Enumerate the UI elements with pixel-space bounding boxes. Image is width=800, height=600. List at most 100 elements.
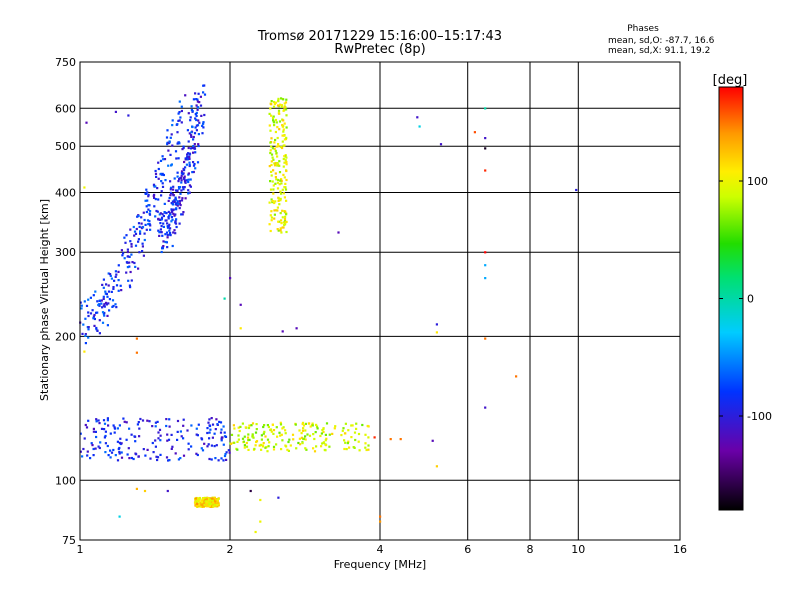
data-point (244, 426, 247, 429)
data-point (156, 456, 160, 459)
data-point (223, 297, 226, 300)
data-point (112, 448, 115, 452)
data-point (189, 178, 192, 181)
data-point (128, 427, 131, 430)
data-point (416, 116, 419, 119)
data-point (324, 449, 327, 452)
data-point (196, 502, 199, 505)
data-point (484, 264, 487, 267)
data-point (178, 100, 181, 103)
data-point (158, 428, 162, 431)
data-point (169, 153, 172, 156)
data-point (255, 428, 258, 431)
data-point (344, 441, 347, 444)
data-point (399, 438, 402, 441)
data-point (248, 424, 251, 427)
y-tick-label: 100 (55, 474, 76, 487)
data-point (183, 186, 186, 189)
data-point (137, 455, 140, 458)
data-point (127, 255, 130, 258)
data-point (116, 440, 119, 443)
data-point (273, 124, 276, 127)
data-point (313, 450, 317, 453)
data-point (166, 489, 169, 493)
data-point (128, 284, 131, 287)
data-point (107, 272, 110, 275)
data-point (155, 209, 158, 213)
data-point (87, 326, 90, 329)
data-point (270, 219, 273, 222)
data-point (201, 501, 204, 504)
data-point (209, 498, 212, 501)
data-point (152, 194, 155, 197)
data-point (225, 458, 228, 461)
data-point (229, 277, 232, 280)
data-point (101, 283, 104, 286)
data-point (164, 240, 167, 244)
data-point (278, 164, 281, 167)
data-point (184, 197, 187, 200)
data-point (180, 435, 183, 438)
data-point (104, 451, 107, 454)
data-point (162, 214, 165, 218)
data-point (301, 442, 304, 445)
data-point (117, 279, 120, 282)
data-point (115, 273, 118, 276)
data-point (334, 425, 337, 428)
data-point (283, 102, 286, 105)
data-point (276, 126, 279, 129)
data-point (216, 503, 219, 507)
data-point (113, 431, 116, 434)
data-point (156, 458, 159, 462)
data-point (187, 173, 190, 176)
data-point (168, 233, 171, 236)
data-point (176, 123, 179, 126)
data-point (284, 188, 288, 191)
data-point (176, 175, 179, 178)
data-point (277, 178, 280, 182)
data-point (84, 317, 87, 320)
data-point (120, 442, 123, 445)
y-tick-label: 200 (55, 330, 76, 343)
data-point (189, 147, 193, 150)
data-point (284, 215, 287, 218)
data-point (279, 212, 282, 215)
data-point (90, 442, 93, 445)
data-point (278, 120, 282, 123)
plot-grid (80, 62, 680, 540)
data-point (92, 427, 95, 430)
data-point (104, 292, 107, 295)
data-point (187, 152, 190, 155)
data-point (214, 428, 217, 431)
data-point (322, 430, 325, 434)
data-point (116, 427, 119, 430)
data-point (262, 442, 265, 445)
data-point (93, 313, 96, 317)
data-point (137, 267, 140, 270)
data-point (96, 300, 99, 303)
data-point (167, 216, 170, 219)
data-point (267, 445, 270, 448)
data-point (178, 202, 181, 205)
data-point (101, 306, 104, 309)
data-point (120, 451, 123, 454)
data-point (202, 91, 205, 94)
data-point (484, 169, 487, 172)
data-point (343, 439, 346, 442)
data-point (167, 164, 170, 167)
data-point (167, 217, 170, 220)
data-point (200, 437, 203, 440)
data-point (261, 444, 264, 447)
data-point (174, 213, 177, 216)
data-point (273, 209, 276, 212)
data-point (170, 164, 173, 167)
data-point (312, 433, 315, 436)
data-point (280, 448, 283, 451)
data-point (321, 442, 324, 445)
data-point (211, 497, 214, 500)
data-point (174, 452, 177, 455)
data-point (146, 199, 149, 202)
data-point (272, 188, 275, 191)
data-point (272, 119, 275, 122)
data-point (162, 225, 165, 228)
